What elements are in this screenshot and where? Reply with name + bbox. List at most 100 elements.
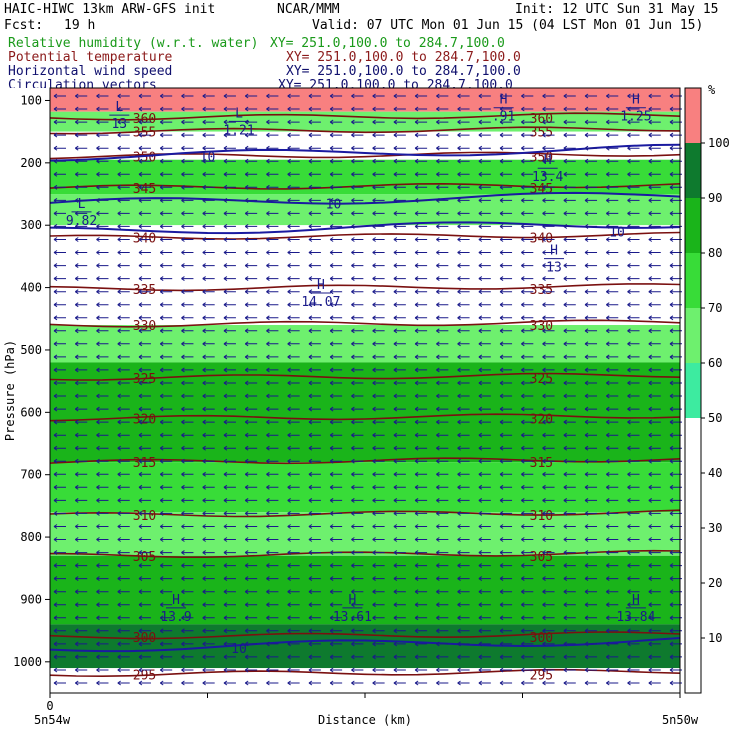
vector-r43-c18 <box>436 654 449 660</box>
vector-r0-c14 <box>351 93 364 99</box>
vector-r41-c27 <box>627 628 640 634</box>
vector-r10-c3 <box>117 223 130 229</box>
vector-r17-c1 <box>74 315 88 321</box>
vector-r29-c19 <box>457 471 470 477</box>
vector-r36-c22 <box>521 563 534 569</box>
vector-r34-c7 <box>202 537 215 542</box>
vector-r17-c11 <box>287 315 300 321</box>
vector-r36-c21 <box>499 563 513 569</box>
vector-r1-c24 <box>563 106 576 112</box>
vector-r11-c25 <box>584 237 598 242</box>
vector-r19-c6 <box>181 341 194 347</box>
vector-r3-c3 <box>117 132 130 138</box>
vector-r16-c26 <box>605 302 619 308</box>
vector-r13-c24 <box>563 263 576 269</box>
vector-r44-c8 <box>223 667 236 673</box>
vector-r0-c21 <box>499 93 513 99</box>
vector-r29-c4 <box>138 471 151 477</box>
vector-r19-c7 <box>202 341 215 347</box>
vector-r8-c20 <box>478 197 491 203</box>
vector-r39-c7 <box>202 602 215 608</box>
vector-r5-c24 <box>563 158 576 164</box>
y-tick-label-400: 400 <box>20 281 42 295</box>
vector-r5-c9 <box>244 158 258 164</box>
vector-r31-c15 <box>372 497 385 503</box>
theta-line-305 <box>49 549 681 558</box>
vector-r19-c2 <box>96 341 109 347</box>
vector-r15-c17 <box>414 289 428 295</box>
vector-r44-c25 <box>584 667 598 673</box>
vector-r41-c16 <box>393 628 406 634</box>
vector-r40-c1 <box>74 615 88 621</box>
vector-r14-c28 <box>648 276 661 282</box>
vector-r26-c25 <box>584 432 598 438</box>
vector-r28-c13 <box>329 458 343 464</box>
vector-r34-c11 <box>287 537 300 542</box>
vector-r33-c8 <box>223 524 236 529</box>
vector-r27-c7 <box>202 445 215 451</box>
vector-r18-c28 <box>648 328 661 334</box>
extremum-type-10: H <box>632 593 640 608</box>
vector-r2-c0 <box>53 119 66 125</box>
vector-r45-c15 <box>372 680 385 686</box>
vector-r39-c9 <box>244 602 258 608</box>
vector-r44-c2 <box>96 667 109 673</box>
vector-r45-c3 <box>117 680 130 686</box>
vector-r22-c0 <box>53 380 66 386</box>
vector-r39-c10 <box>266 602 279 608</box>
vector-r21-c8 <box>223 367 236 373</box>
vector-r20-c6 <box>181 354 194 360</box>
vector-r23-c26 <box>605 393 619 399</box>
vector-r33-c20 <box>478 524 491 529</box>
vector-r17-c25 <box>584 315 598 321</box>
vector-r40-c16 <box>393 615 406 621</box>
vector-r1-c14 <box>351 106 364 112</box>
extremum-type-1: L <box>235 106 243 121</box>
vector-r15-c20 <box>478 289 491 295</box>
vector-r33-c27 <box>627 524 640 529</box>
vector-r15-c11 <box>287 289 300 295</box>
vector-r2-c5 <box>159 119 173 125</box>
vector-r9-c27 <box>627 210 640 216</box>
theta-label-0-0: 360 <box>133 112 156 127</box>
vector-r9-c19 <box>457 210 470 216</box>
vector-r5-c8 <box>223 158 236 164</box>
vector-r25-c15 <box>372 419 385 425</box>
vector-r23-c11 <box>287 393 300 399</box>
vector-r18-c5 <box>159 328 173 334</box>
vector-r28-c17 <box>414 458 428 464</box>
vector-r13-c10 <box>266 263 279 269</box>
vector-r3-c16 <box>393 132 406 138</box>
vector-r3-c26 <box>605 132 619 138</box>
vector-r6-c14 <box>351 171 364 177</box>
vector-r16-c10 <box>266 302 279 308</box>
vector-r42-c21 <box>499 641 513 647</box>
theta-label-9-1: 315 <box>530 456 553 471</box>
vector-r41-c1 <box>74 628 88 634</box>
vector-r0-c23 <box>542 93 555 99</box>
vector-r19-c22 <box>521 341 534 347</box>
vector-r19-c9 <box>244 341 258 347</box>
vector-r17-c28 <box>648 315 661 321</box>
vector-r13-c16 <box>393 263 406 269</box>
theta-label-13-0: 295 <box>133 668 156 683</box>
theta-label-9-0: 315 <box>133 456 156 471</box>
vector-r25-c8 <box>223 419 236 425</box>
vector-r7-c10 <box>266 184 279 190</box>
vector-r37-c18 <box>436 576 449 582</box>
vector-r4-c0 <box>53 145 66 151</box>
vector-r42-c25 <box>584 641 598 647</box>
vector-r28-c26 <box>605 458 619 464</box>
vector-r42-c11 <box>287 641 300 647</box>
vector-r33-c16 <box>393 524 406 529</box>
vector-r43-c10 <box>266 654 279 660</box>
vector-r28-c16 <box>393 458 406 464</box>
vector-r8-c28 <box>648 197 661 203</box>
rh-layer-11 <box>50 624 680 669</box>
vector-r4-c19 <box>457 145 470 151</box>
vector-r18-c13 <box>329 328 343 334</box>
vector-r21-c16 <box>393 367 406 373</box>
vector-r3-c19 <box>457 132 470 138</box>
vector-r14-c0 <box>53 276 66 282</box>
vector-r8-c27 <box>627 197 640 203</box>
